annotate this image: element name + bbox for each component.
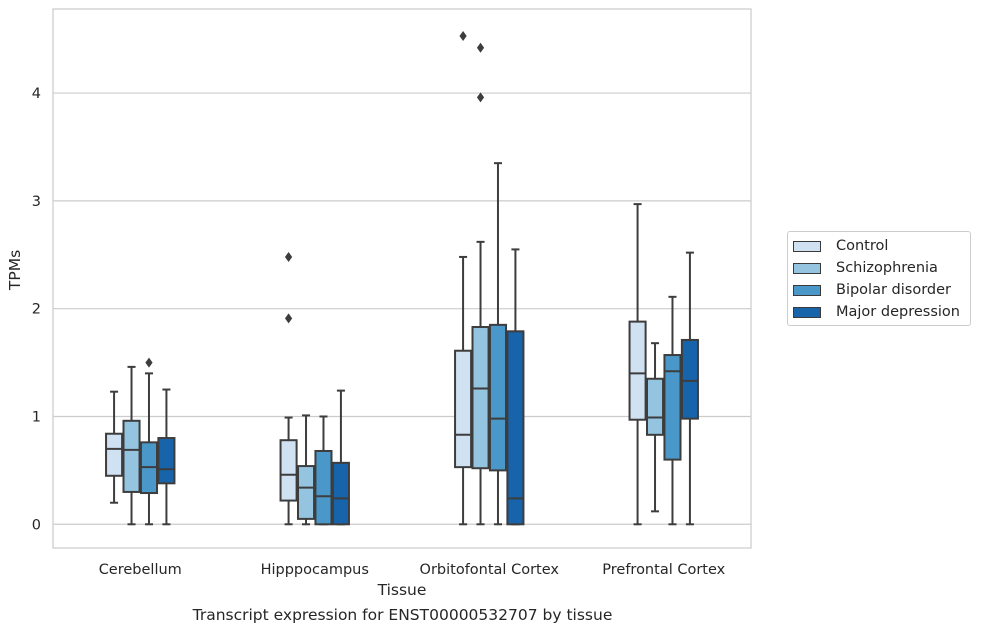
- legend-item-bipolar-disorder: Bipolar disorder: [793, 280, 951, 300]
- x-tick-label: Prefrontal Cortex: [602, 562, 725, 578]
- box-schizophrenia: [122, 365, 141, 526]
- outlier-point: [284, 251, 293, 262]
- box-major-depression: [680, 251, 699, 526]
- outlier-point: [284, 313, 293, 324]
- iqr-box: [454, 349, 473, 469]
- outlier-point: [459, 30, 467, 41]
- legend-swatch-schizophrenia: [793, 262, 821, 274]
- box-major-depression: [506, 248, 525, 526]
- box-control: [105, 390, 124, 504]
- y-tick-label: 2: [32, 302, 41, 318]
- y-axis-label: TPMs: [6, 250, 24, 291]
- iqr-box: [279, 439, 298, 502]
- plot-frame: [52, 8, 752, 549]
- box-major-depression: [331, 389, 350, 526]
- y-tick-label: 1: [32, 409, 41, 425]
- chart-caption: Transcript expression for ENST0000053270…: [192, 606, 613, 624]
- box-bipolar-disorder: [488, 162, 508, 526]
- box-bipolar-disorder: [663, 295, 682, 526]
- iqr-box: [331, 461, 350, 526]
- iqr-box: [314, 449, 333, 526]
- legend-swatch-control: [793, 240, 821, 252]
- legend-swatch-major-depression: [793, 306, 821, 318]
- box-control: [628, 203, 647, 526]
- box-control: [454, 30, 473, 526]
- outlier-point: [476, 92, 485, 103]
- legend-item-schizophrenia: Schizophrenia: [793, 258, 938, 278]
- iqr-box: [296, 465, 316, 520]
- legend: Control Schizophrenia Bipolar disorder M…: [787, 231, 971, 326]
- box-bipolar-disorder: [139, 357, 159, 526]
- legend-label-control: Control: [836, 238, 889, 254]
- legend-label-schizophrenia: Schizophrenia: [836, 260, 938, 276]
- box-schizophrenia: [645, 342, 665, 513]
- iqr-box: [122, 419, 141, 493]
- x-tick-label: Hipppocampus: [261, 562, 369, 578]
- iqr-box: [663, 354, 682, 461]
- box-series: [105, 30, 699, 526]
- y-tick-label: 3: [32, 194, 41, 210]
- box-schizophrenia: [471, 42, 490, 526]
- legend-item-control: Control: [793, 236, 888, 256]
- iqr-box: [488, 323, 508, 472]
- iqr-box: [105, 432, 124, 477]
- outlier-point: [145, 357, 153, 368]
- y-tick-label: 0: [32, 517, 41, 533]
- iqr-box: [471, 326, 490, 470]
- iqr-box: [628, 320, 647, 421]
- y-tick-label: 4: [32, 86, 41, 102]
- iqr-box: [506, 330, 525, 526]
- x-tick-labels: Cerebellum Hipppocampus Orbitofontal Corte…: [99, 562, 726, 578]
- legend-item-major-depression: Major depression: [793, 302, 960, 322]
- iqr-box: [157, 437, 176, 485]
- legend-swatch-bipolar-disorder: [793, 284, 821, 296]
- box-schizophrenia: [296, 414, 316, 526]
- iqr-box: [645, 377, 665, 436]
- iqr-box: [680, 338, 699, 420]
- box-major-depression: [157, 388, 176, 526]
- outlier-point: [476, 42, 485, 53]
- x-axis-label: Tissue: [377, 581, 427, 599]
- box-control: [279, 251, 298, 526]
- legend-label-bipolar-disorder: Bipolar disorder: [836, 282, 951, 298]
- x-tick-label: Cerebellum: [99, 562, 182, 578]
- y-tick-labels: 0 1 2 3 4: [32, 86, 41, 533]
- x-tick-label: Orbitofontal Cortex: [420, 562, 560, 578]
- legend-label-major-depression: Major depression: [836, 304, 960, 320]
- box-bipolar-disorder: [314, 415, 333, 526]
